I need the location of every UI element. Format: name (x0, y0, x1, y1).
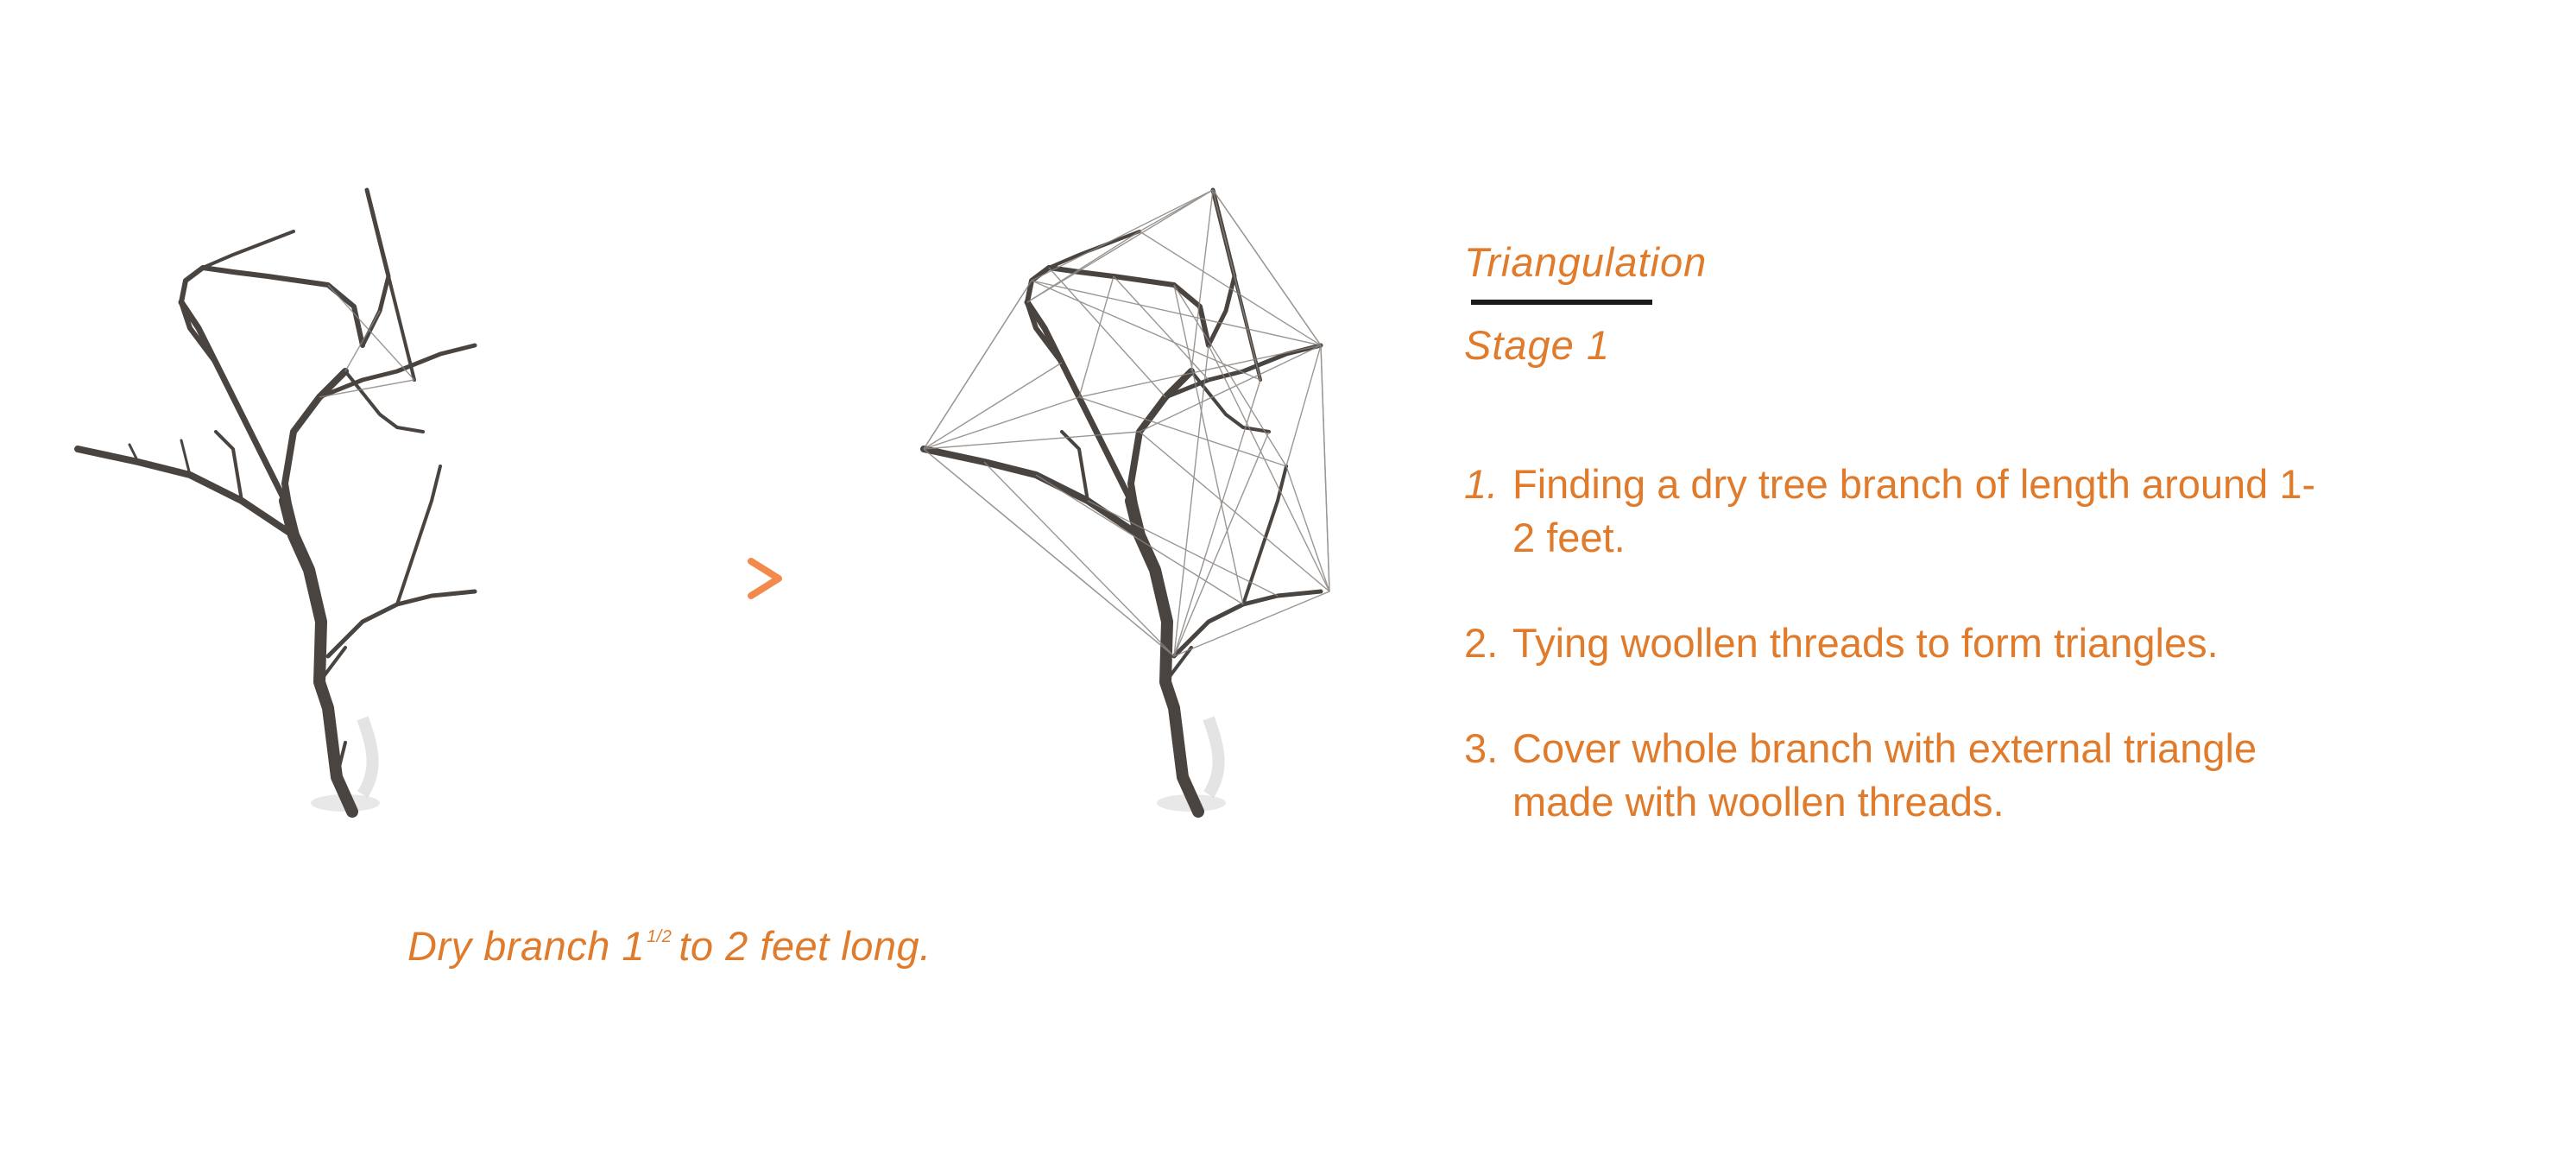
caption-suffix: to 2 feet long. (679, 923, 931, 969)
section-title: Triangulation (1464, 239, 1708, 285)
step-text-continued: 2 feet. (1512, 515, 1626, 560)
step-number: 3. (1464, 725, 1499, 771)
dry-branch-illustration (74, 187, 477, 818)
step-number: 2. (1464, 620, 1499, 666)
step-text: Cover whole branch with external triangl… (1512, 725, 2257, 771)
step-item: 3. Cover whole branch with external trian… (1464, 722, 2257, 829)
title-underline (1471, 300, 1652, 305)
step-text-continued: made with woollen threads. (1512, 779, 2005, 825)
step-item: 1. Finding a dry tree branch of length ar… (1464, 458, 2315, 565)
caption-fraction: 1/2 (647, 927, 672, 947)
stage-label: Stage 1 (1464, 322, 1611, 368)
triangulated-branch-illustration (920, 187, 1330, 818)
step-text: Tying woollen threads to form triangles. (1512, 620, 2219, 666)
step-item: 2. Tying woollen threads to form triangle… (1464, 616, 2219, 670)
caption-prefix: Dry branch 1 (407, 923, 646, 969)
step-number: 1. (1464, 461, 1499, 507)
step-text: Finding a dry tree branch of length arou… (1512, 461, 2316, 507)
branch-caption: Dry branch 1 1/2 to 2 feet long. (407, 922, 931, 970)
dotted-arrow-icon (626, 558, 782, 599)
